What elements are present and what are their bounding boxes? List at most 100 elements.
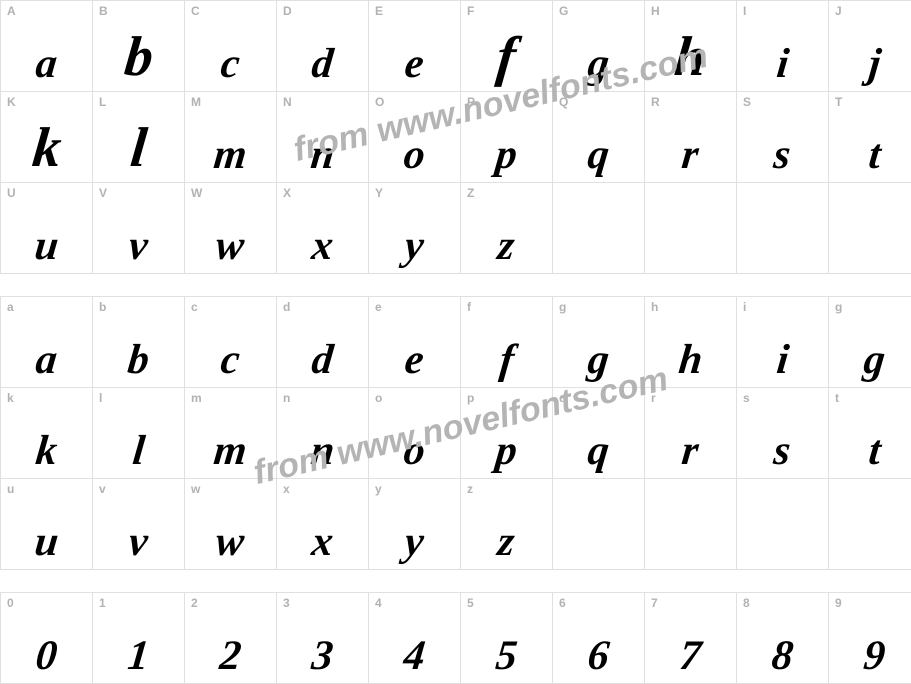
glyph-cell: Nn <box>277 92 369 183</box>
glyph-cell <box>737 479 829 570</box>
glyph-char: t <box>866 430 882 472</box>
glyph-cell: xx <box>277 479 369 570</box>
glyph-wrap <box>645 479 736 569</box>
glyph-char: g <box>586 339 611 381</box>
glyph-cell: Vv <box>93 183 185 274</box>
glyph-char: q <box>586 430 611 472</box>
glyph-char: f <box>494 29 519 85</box>
glyph-wrap: v <box>93 479 184 569</box>
section-gap <box>1 570 911 593</box>
cell-label: 8 <box>743 596 750 610</box>
glyph-cell <box>553 183 645 274</box>
glyph-char: m <box>212 430 249 472</box>
glyph-char: c <box>219 43 242 85</box>
glyph-char: x <box>310 225 335 267</box>
glyph-char: z <box>496 521 517 563</box>
glyph-wrap: r <box>645 388 736 478</box>
glyph-cell: 33 <box>277 593 369 684</box>
glyph-char: k <box>30 120 64 176</box>
cell-label: x <box>283 482 290 496</box>
glyph-cell: tt <box>829 388 911 479</box>
glyph-wrap: 6 <box>553 593 644 683</box>
section-gap <box>1 274 911 297</box>
glyph-char: e <box>403 43 426 85</box>
glyph-wrap: 3 <box>277 593 368 683</box>
cell-label: U <box>7 186 16 200</box>
cell-label: Z <box>467 186 474 200</box>
glyph-wrap: y <box>369 479 460 569</box>
cell-label: E <box>375 4 383 18</box>
glyph-char: p <box>494 430 519 472</box>
glyph-cell: Cc <box>185 1 277 92</box>
glyph-cell: bb <box>93 297 185 388</box>
glyph-cell: Ii <box>737 1 829 92</box>
cell-label: b <box>99 300 106 314</box>
glyph-cell: Gg <box>553 1 645 92</box>
glyph-cell: Pp <box>461 92 553 183</box>
glyph-wrap: o <box>369 388 460 478</box>
cell-label: F <box>467 4 474 18</box>
glyph-cell: Zz <box>461 183 553 274</box>
glyph-wrap: 4 <box>369 593 460 683</box>
glyph-cell: Uu <box>1 183 93 274</box>
glyph-wrap: l <box>93 92 184 182</box>
cell-label: 3 <box>283 596 290 610</box>
cell-label: 1 <box>99 596 106 610</box>
cell-label: 6 <box>559 596 566 610</box>
glyph-char: i <box>774 43 790 85</box>
glyph-char: g <box>586 43 611 85</box>
glyph-wrap: b <box>93 297 184 387</box>
cell-label: d <box>283 300 290 314</box>
glyph-char: k <box>34 430 59 472</box>
glyph-cell: Ff <box>461 1 553 92</box>
cell-label: N <box>283 95 292 109</box>
glyph-cell: Qq <box>553 92 645 183</box>
glyph-char: 7 <box>678 635 703 677</box>
cell-label: L <box>99 95 106 109</box>
glyph-cell: gg <box>553 297 645 388</box>
glyph-wrap: 5 <box>461 593 552 683</box>
glyph-cell <box>829 183 911 274</box>
glyph-cell: vv <box>93 479 185 570</box>
glyph-char: l <box>130 430 146 472</box>
cell-label: 2 <box>191 596 198 610</box>
glyph-wrap: i <box>737 297 828 387</box>
glyph-cell: Ww <box>185 183 277 274</box>
cell-label: y <box>375 482 382 496</box>
glyph-cell: Xx <box>277 183 369 274</box>
glyph-char: r <box>680 134 701 176</box>
glyph-row: KkLlMmNnOoPpQqRrSsTt <box>1 92 911 183</box>
cell-label: D <box>283 4 292 18</box>
glyph-char: a <box>34 339 59 381</box>
cell-label: g <box>835 300 842 314</box>
glyph-char: 8 <box>770 635 795 677</box>
glyph-char: 2 <box>218 635 243 677</box>
glyph-wrap: f <box>461 1 552 91</box>
cell-label: 9 <box>835 596 842 610</box>
glyph-char: a <box>34 43 59 85</box>
glyph-cell: Aa <box>1 1 93 92</box>
glyph-char: 6 <box>586 635 611 677</box>
glyph-char: 0 <box>34 635 59 677</box>
glyph-cell: Oo <box>369 92 461 183</box>
cell-label: 0 <box>7 596 14 610</box>
glyph-cell: ee <box>369 297 461 388</box>
glyph-cell: ww <box>185 479 277 570</box>
glyph-wrap <box>829 479 911 569</box>
glyph-wrap: g <box>553 297 644 387</box>
glyph-wrap: q <box>553 388 644 478</box>
glyph-char: s <box>772 430 793 472</box>
glyph-char: 3 <box>310 635 335 677</box>
glyph-cell: gg <box>829 297 911 388</box>
glyph-char: s <box>772 134 793 176</box>
cell-label: h <box>651 300 658 314</box>
glyph-cell: nn <box>277 388 369 479</box>
cell-label: X <box>283 186 291 200</box>
glyph-wrap: 0 <box>1 593 92 683</box>
cell-label: J <box>835 4 842 18</box>
cell-label: T <box>835 95 842 109</box>
glyph-cell: yy <box>369 479 461 570</box>
cell-label: 4 <box>375 596 382 610</box>
glyph-char: 5 <box>494 635 519 677</box>
cell-label: K <box>7 95 16 109</box>
